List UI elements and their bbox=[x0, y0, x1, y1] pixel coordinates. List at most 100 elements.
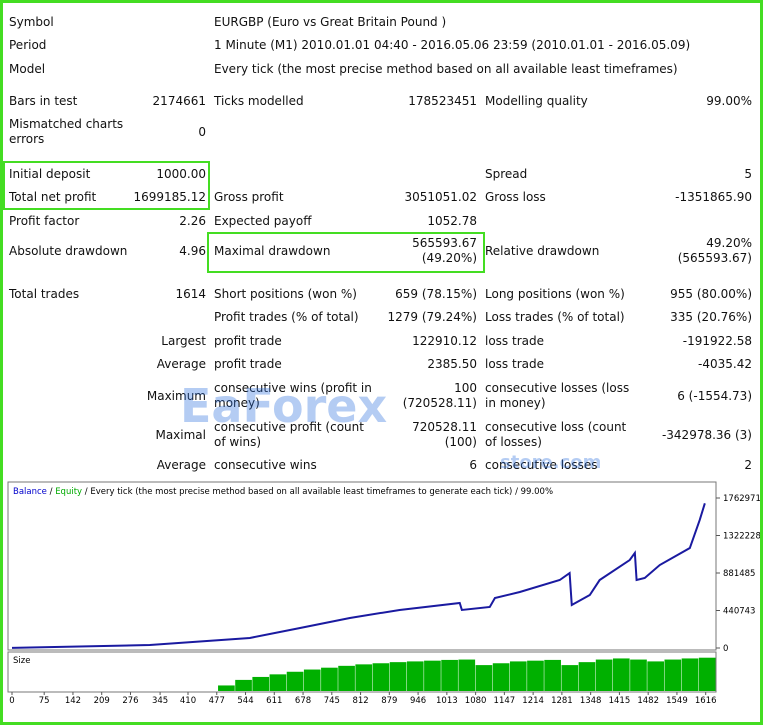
size-bar bbox=[338, 665, 355, 691]
report-label: Gross loss bbox=[485, 179, 635, 215]
x-tick-label: 745 bbox=[324, 696, 340, 706]
x-tick-label: 1281 bbox=[551, 696, 573, 706]
x-tick-label: 345 bbox=[152, 696, 168, 706]
balance-line bbox=[11, 503, 706, 649]
cell-text: Maximal drawdown bbox=[214, 243, 331, 258]
x-tick-label: 209 bbox=[94, 696, 110, 706]
cell-text: Period bbox=[9, 37, 47, 52]
cell-text: consecutive wins (profit in money) bbox=[214, 381, 372, 410]
x-tick-label: 1214 bbox=[522, 696, 544, 706]
report-value: Largest bbox=[100, 323, 206, 359]
header-part: / Every tick (the most precise method ba… bbox=[82, 487, 553, 497]
size-bar bbox=[595, 659, 613, 691]
cell-text: 955 (80.00%) bbox=[670, 286, 752, 301]
x-tick-label: 142 bbox=[65, 696, 81, 706]
report-value: 6 (-1554.73) bbox=[640, 378, 752, 414]
x-tick-label: 812 bbox=[352, 696, 368, 706]
report-label: loss trade bbox=[485, 346, 635, 382]
report-value: 4.96 bbox=[100, 233, 206, 269]
size-bar bbox=[527, 660, 544, 691]
chart-frame bbox=[7, 481, 717, 651]
cell-text: 565593.67 (49.20%) bbox=[412, 236, 477, 265]
report-value: 100 (720528.11) bbox=[377, 378, 477, 414]
cell-text: consecutive wins bbox=[214, 457, 317, 472]
cell-text: Modelling quality bbox=[485, 93, 588, 108]
report-label: Total trades bbox=[9, 276, 134, 312]
cell-text: consecutive losses (loss in money) bbox=[485, 381, 630, 410]
report-value: -1351865.90 bbox=[640, 179, 752, 215]
cell-text: 2174661 bbox=[152, 93, 206, 108]
x-tick-label: 1482 bbox=[637, 696, 659, 706]
report-value: 1614 bbox=[100, 276, 206, 312]
report-label: Modelling quality bbox=[485, 83, 635, 119]
y-tick-label: 1762971 bbox=[723, 494, 761, 504]
x-tick-label: 1348 bbox=[580, 696, 602, 706]
cell-text: Relative drawdown bbox=[485, 243, 600, 258]
x-tick-label: 946 bbox=[410, 696, 426, 706]
size-bar bbox=[612, 658, 630, 691]
report-label: consecutive losses bbox=[485, 447, 635, 483]
cell-text: 178523451 bbox=[408, 93, 477, 108]
chart-header: Balance / Equity / Every tick (the most … bbox=[13, 487, 553, 497]
size-bar bbox=[218, 685, 235, 691]
report-value: 335 (20.76%) bbox=[640, 299, 752, 335]
cell-text: Bars in test bbox=[9, 93, 78, 108]
y-tick-label: 1322228 bbox=[723, 531, 761, 541]
report-label: profit trade bbox=[214, 346, 379, 382]
cell-text: -1351865.90 bbox=[675, 189, 752, 204]
report-label: consecutive wins (profit in money) bbox=[214, 378, 379, 414]
report-value: 955 (80.00%) bbox=[640, 276, 752, 312]
x-tick-label: 879 bbox=[381, 696, 397, 706]
size-bar bbox=[475, 665, 493, 691]
report-label: Relative drawdown bbox=[485, 233, 635, 269]
size-bar bbox=[630, 659, 647, 691]
report-value: 5 bbox=[640, 156, 752, 192]
x-tick-label: 1616 bbox=[695, 696, 717, 706]
report-value: 720528.11 (100) bbox=[377, 417, 477, 453]
report-value: -4035.42 bbox=[640, 346, 752, 382]
report-label: Total net profit bbox=[9, 179, 134, 215]
cell-text: -342978.36 (3) bbox=[661, 427, 752, 442]
cell-text: Total trades bbox=[9, 286, 80, 301]
cell-text: loss trade bbox=[485, 333, 544, 348]
y-tick-label: 440743 bbox=[723, 606, 755, 616]
cell-text: Maximal bbox=[155, 427, 206, 442]
report-value: 6 bbox=[377, 447, 477, 483]
size-bar bbox=[492, 663, 510, 691]
cell-text: Maximum bbox=[146, 388, 206, 403]
report-label: Absolute drawdown bbox=[9, 233, 134, 269]
cell-text: 1 Minute (M1) 2010.01.01 04:40 - 2016.05… bbox=[214, 37, 691, 52]
report-label: Initial deposit bbox=[9, 156, 134, 192]
cell-text: Mismatched charts errors bbox=[9, 117, 124, 146]
cell-text: Ticks modelled bbox=[214, 93, 304, 108]
x-tick-label: 1080 bbox=[465, 696, 487, 706]
size-bar bbox=[664, 659, 682, 691]
cell-text: consecutive losses bbox=[485, 457, 598, 472]
report-value: 2174661 bbox=[100, 83, 206, 119]
report-label: Gross profit bbox=[214, 179, 379, 215]
cell-text: Spread bbox=[485, 166, 528, 181]
cell-text: Gross loss bbox=[485, 189, 546, 204]
report-value: 3051051.02 bbox=[377, 179, 477, 215]
report-label: Symbol bbox=[9, 4, 134, 40]
report-value: 178523451 bbox=[377, 83, 477, 119]
report-label: Ticks modelled bbox=[214, 83, 379, 119]
cell-text: Largest bbox=[161, 333, 206, 348]
size-bar bbox=[321, 667, 338, 691]
cell-text: 3051051.02 bbox=[404, 189, 477, 204]
x-tick-label: 0 bbox=[9, 696, 14, 706]
report-value: 1 Minute (M1) 2010.01.01 04:40 - 2016.05… bbox=[214, 27, 754, 63]
report-value: 565593.67 (49.20%) bbox=[377, 233, 477, 269]
cell-text: 5 bbox=[744, 166, 752, 181]
cell-text: Profit trades (% of total) bbox=[214, 309, 359, 324]
cell-text: 2 bbox=[744, 457, 752, 472]
size-bar bbox=[544, 659, 561, 691]
cell-text: -4035.42 bbox=[698, 356, 752, 371]
size-bar bbox=[372, 663, 390, 691]
size-bar bbox=[303, 669, 321, 691]
report-label: consecutive wins bbox=[214, 447, 379, 483]
cell-text: Long positions (won %) bbox=[485, 286, 625, 301]
report-label: consecutive profit (count of wins) bbox=[214, 417, 379, 453]
report-label: Maximal drawdown bbox=[214, 233, 379, 269]
